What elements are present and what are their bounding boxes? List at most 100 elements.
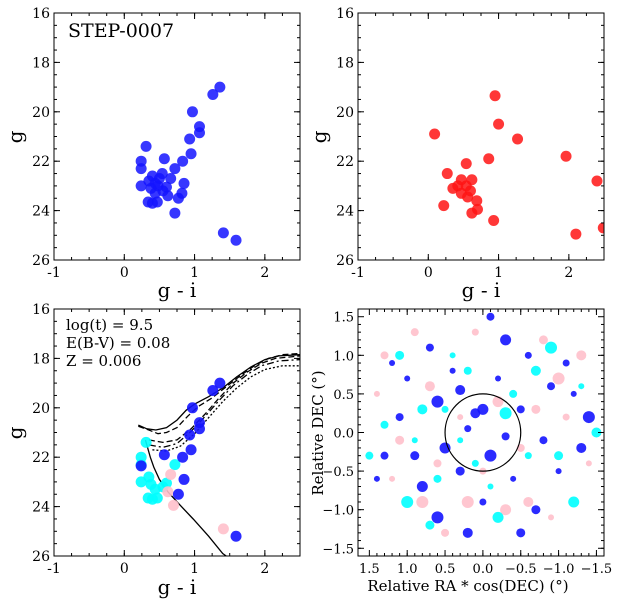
data-point-pink: [217, 523, 229, 535]
x-tick-label: −1.0: [543, 562, 575, 577]
x-tick-label: 1.0: [397, 562, 418, 577]
plot-area: [135, 352, 300, 556]
sky-point-cyan: [524, 452, 532, 460]
data-point: [169, 163, 181, 175]
sky-point-cyan: [441, 405, 449, 413]
sky-point-blue: [455, 385, 466, 396]
y-tick-label: −1.0: [322, 504, 354, 519]
sky-point-blue: [395, 413, 404, 422]
data-point-blue: [193, 423, 205, 435]
data-point: [193, 127, 205, 139]
sky-point-pink: [471, 328, 479, 336]
data-point-blue: [207, 385, 219, 397]
sky-point-cyan: [411, 437, 418, 444]
y-tick-label: 24: [336, 204, 354, 220]
y-tick-label: 20: [32, 105, 50, 121]
panel-top-left: -1 0 1 2 16 18 20 22 24 26: [32, 6, 301, 281]
x-tick-label: −0.5: [505, 562, 537, 577]
sky-point-blue: [477, 403, 489, 415]
data-point-blue: [177, 451, 189, 463]
data-point-blue: [186, 402, 198, 414]
sky-point-cyan: [395, 350, 405, 360]
sky-point-blue: [449, 367, 456, 374]
sky-point-blue: [539, 436, 548, 445]
data-point: [151, 196, 163, 208]
y-tick-label: 22: [336, 154, 354, 170]
sky-point-blue: [524, 351, 532, 359]
data-point: [149, 187, 161, 199]
data-point-cyan: [169, 459, 181, 471]
y-tick-label: 1.5: [333, 311, 354, 326]
data-point: [172, 192, 184, 204]
sky-point-blue: [373, 475, 380, 482]
sky-point-cyan: [530, 365, 541, 376]
y-tick-label: 22: [32, 154, 50, 170]
sky-point-cyan: [463, 366, 472, 375]
sky-point-blue: [547, 382, 556, 391]
data-point-pink: [162, 486, 174, 498]
sky-point-blue: [495, 375, 502, 382]
x-tick-label: 0: [120, 561, 129, 577]
sky-point-blue: [410, 451, 420, 461]
panel-bottom-left: -1 0 1 2 16 18 20 22 24 26: [32, 302, 301, 577]
x-axis-label-bottom-right: Relative RA * cos(DEC) (°): [367, 577, 568, 595]
sky-point-pink: [416, 495, 429, 508]
data-point-blue: [135, 460, 147, 472]
sky-point-blue: [562, 359, 570, 367]
x-axis-label-top-right: g - i: [462, 278, 501, 302]
y-tick-label: 1.0: [333, 349, 354, 364]
axes-frame: [357, 308, 605, 557]
sky-point-blue: [582, 411, 595, 424]
data-point: [177, 155, 189, 167]
panel-top-right: -1 0 1 2 16 18 20 22 24 26: [336, 6, 605, 281]
x-tick-label: 0.0: [473, 562, 494, 577]
data-point: [184, 133, 196, 145]
sky-point-pink: [576, 350, 587, 361]
data-point: [466, 207, 478, 219]
data-point: [217, 227, 229, 239]
data-point-blue: [214, 377, 226, 389]
sky-point-cyan: [509, 389, 518, 398]
sky-point-blue: [431, 511, 444, 524]
data-point: [214, 81, 226, 93]
data-point: [512, 133, 524, 145]
data-point: [140, 140, 152, 152]
sky-point-cyan: [591, 427, 602, 438]
x-tick-label: 1.5: [359, 562, 380, 577]
sky-point-blue: [531, 505, 541, 515]
sky-point-pink: [410, 328, 419, 337]
y-axis-label-bottom-left: g: [3, 426, 27, 439]
x-tick-label: -1: [351, 265, 365, 281]
data-point: [560, 150, 572, 162]
sky-point-blue: [555, 468, 562, 475]
x-tick-label: 0: [120, 265, 129, 281]
sky-point-blue: [510, 475, 517, 482]
x-tick-label: -1: [47, 561, 61, 577]
data-point: [493, 118, 505, 130]
data-point: [447, 182, 459, 194]
y-tick-label: 24: [32, 500, 50, 516]
y-tick-label: −1.5: [322, 542, 354, 557]
sky-point-pink: [441, 528, 450, 537]
sky-point-pink: [531, 404, 541, 414]
x-tick-label: 2: [564, 265, 573, 281]
data-point-blue: [184, 429, 196, 441]
y-tick-label: 18: [336, 55, 354, 71]
sky-point-cyan: [457, 437, 464, 444]
y-axis-label-top-right: g: [307, 130, 331, 143]
axes-frame: [357, 12, 605, 261]
sky-point-pink: [373, 390, 380, 397]
y-tick-label: 0.0: [333, 427, 354, 442]
isochrone-line: [148, 358, 300, 448]
sky-point-pink: [523, 496, 534, 507]
sky-point-cyan: [568, 496, 580, 508]
sky-point-blue: [404, 375, 411, 382]
y-tick-label: 20: [32, 401, 50, 417]
sky-point-blue: [462, 527, 473, 538]
sky-point-cyan: [449, 352, 456, 359]
x-tick-label: 1: [494, 265, 503, 281]
x-tick-label: 2: [260, 561, 269, 577]
data-point: [488, 214, 500, 226]
data-point: [438, 200, 450, 212]
sky-point-blue: [439, 442, 451, 454]
